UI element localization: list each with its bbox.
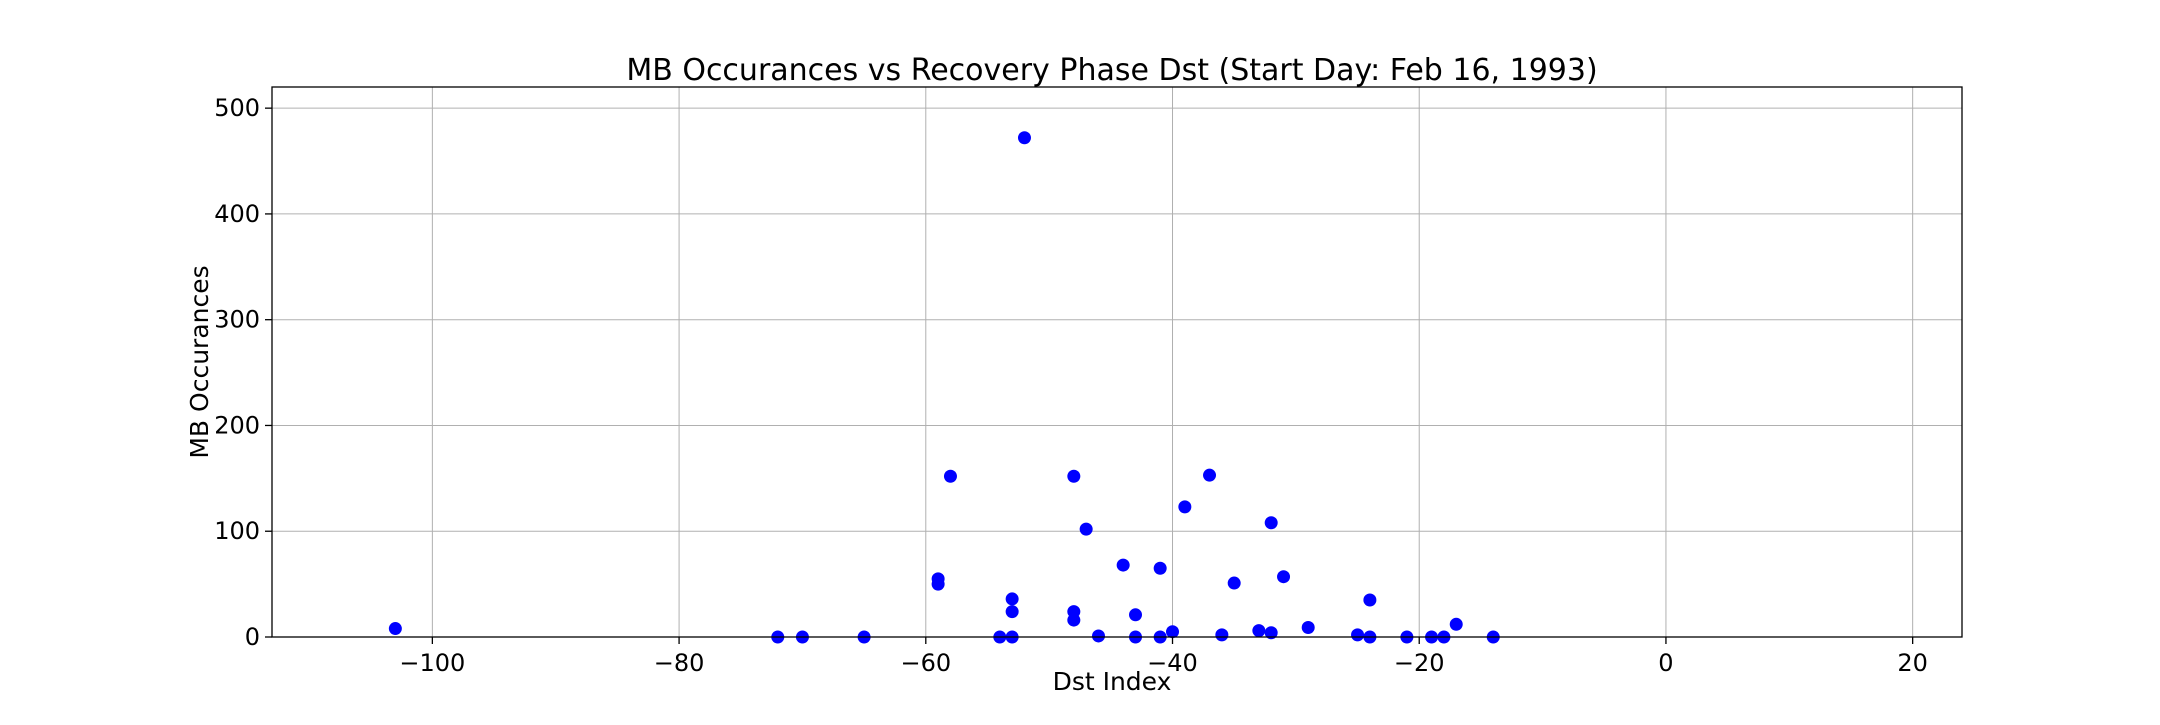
y-tick-label: 0 — [245, 623, 260, 651]
data-point — [1005, 605, 1019, 619]
data-point — [1264, 626, 1278, 640]
y-tick-label: 300 — [214, 306, 260, 334]
chart-title: MB Occurances vs Recovery Phase Dst (Sta… — [626, 53, 1597, 88]
data-point — [1203, 468, 1217, 482]
x-tick-label: 0 — [1658, 649, 1673, 677]
data-point — [1153, 561, 1167, 575]
y-tick-label: 100 — [214, 517, 260, 545]
y-tick-label: 200 — [214, 411, 260, 439]
x-tick-label: −60 — [900, 649, 951, 677]
data-point — [931, 577, 945, 591]
data-point — [1178, 500, 1192, 514]
data-point — [1227, 576, 1241, 590]
data-point — [1091, 629, 1105, 643]
data-point — [1264, 516, 1278, 530]
data-point — [1252, 624, 1266, 638]
data-point — [1166, 625, 1180, 639]
data-point — [1067, 613, 1081, 627]
x-tick-label: −80 — [654, 649, 705, 677]
data-point — [1215, 628, 1229, 642]
data-point — [1129, 608, 1143, 622]
data-point — [1301, 620, 1315, 634]
x-tick-label: −100 — [399, 649, 465, 677]
data-point — [1351, 628, 1365, 642]
data-points — [388, 131, 1500, 644]
y-tick-label: 500 — [214, 94, 260, 122]
data-point — [943, 469, 957, 483]
data-point — [1079, 522, 1093, 536]
y-axis-label: MB Occurances — [185, 265, 214, 458]
data-point — [1449, 617, 1463, 631]
x-tick-label: 20 — [1897, 649, 1928, 677]
y-tick-label: 400 — [214, 200, 260, 228]
plot-area-frame — [271, 86, 1963, 638]
x-tick-label: −20 — [1394, 649, 1445, 677]
data-point — [388, 622, 402, 636]
data-point — [1116, 558, 1130, 572]
data-point — [1277, 570, 1291, 584]
data-point — [1017, 131, 1031, 145]
x-tick-label: −40 — [1147, 649, 1198, 677]
x-axis-label: Dst Index — [1053, 667, 1172, 696]
grid — [272, 87, 1962, 638]
data-point — [1005, 592, 1019, 606]
data-point — [1067, 469, 1081, 483]
data-point — [1363, 593, 1377, 607]
